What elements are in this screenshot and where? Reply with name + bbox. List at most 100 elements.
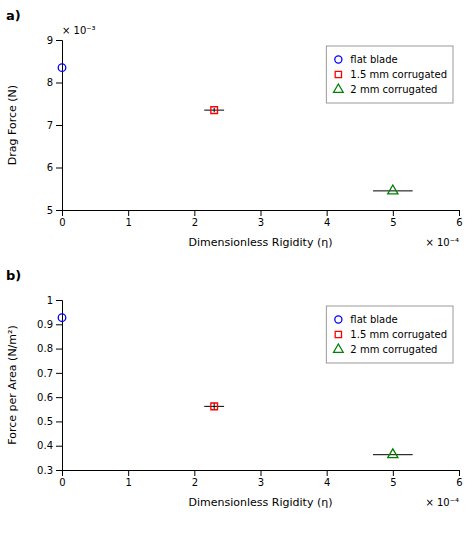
x-error-bar [373, 454, 413, 455]
tick-label: 0.8 [37, 343, 53, 354]
tick-mark [128, 470, 129, 476]
tick-mark [459, 210, 460, 216]
tick-mark [327, 210, 328, 216]
point [388, 449, 398, 458]
point [58, 314, 66, 322]
tick: 5 [390, 210, 396, 228]
tick-label: 0.3 [37, 465, 53, 476]
axis-line [63, 471, 460, 477]
tick: 6 [47, 162, 62, 173]
tick-label: 8 [47, 77, 53, 88]
tick-mark [56, 446, 62, 447]
panel-title: a) [6, 8, 21, 23]
tick: 6 [456, 210, 462, 228]
series [204, 403, 224, 410]
y-axis-title: Force per Area (N/m²) [6, 325, 19, 444]
point [388, 185, 398, 194]
series [58, 314, 66, 322]
legend: flat blade1.5 mm corrugated2 mm corrugat… [326, 46, 453, 103]
tick-label: 0.5 [37, 416, 53, 427]
tick-label: 1 [125, 217, 131, 228]
legend-label: 1.5 mm corrugated [350, 69, 447, 80]
legend-label: 2 mm corrugated [350, 344, 437, 355]
scale-annotation: × 10⁻⁴ [425, 237, 459, 248]
tick-mark [56, 421, 62, 422]
tick-label: 0.7 [37, 368, 53, 379]
tick-label: 3 [258, 217, 264, 228]
tick-mark [194, 210, 195, 216]
scale-annotation: × 10⁻⁴ [425, 497, 459, 508]
tick-mark [459, 470, 460, 476]
tick-mark [128, 210, 129, 216]
legend-box [326, 306, 453, 363]
x-axis: 0123456 [59, 470, 462, 488]
tick: 0.6 [37, 392, 62, 403]
tick: 7 [47, 120, 62, 131]
tick-label: 3 [258, 477, 264, 488]
tick-mark [194, 470, 195, 476]
chart-canvas: 0 1 2 3 4 5 6 5 6 7 8 9 Dimensionless Rigidity (η) Dr… [0, 0, 474, 538]
tick-mark [56, 210, 62, 211]
tick-label: 6 [456, 477, 462, 488]
tick: 0.8 [37, 343, 62, 354]
series [58, 64, 66, 72]
legend: flat blade1.5 mm corrugated2 mm corrugat… [326, 306, 453, 363]
tick-mark [261, 210, 262, 216]
tick: 2 [192, 470, 198, 488]
legend-symbol [334, 344, 344, 352]
legend-symbol [335, 71, 341, 77]
tick-mark [261, 470, 262, 476]
tick-mark [393, 210, 394, 216]
tick-label: 5 [390, 477, 396, 488]
point [211, 107, 218, 114]
point [58, 64, 66, 72]
tick: 4 [324, 210, 330, 228]
tick-mark [56, 168, 62, 169]
tick: 0.4 [37, 440, 62, 451]
tick-mark [327, 470, 328, 476]
tick-label: 2 [192, 217, 198, 228]
y-axis-title: Drag Force (N) [6, 85, 19, 165]
tick: 3 [258, 210, 264, 228]
tick: 9 [47, 35, 62, 46]
tick: 8 [47, 77, 62, 88]
tick-mark [56, 397, 62, 398]
series [204, 107, 224, 114]
tick-mark [56, 349, 62, 350]
tick: 1 [125, 210, 131, 228]
tick: 0.5 [37, 416, 62, 427]
y-error-bar [214, 108, 215, 112]
tick: 2 [192, 210, 198, 228]
x-axis-title: Dimensionless Rigidity (η) [189, 236, 333, 249]
tick: 5 [390, 470, 396, 488]
x-axis-title: Dimensionless Rigidity (η) [189, 496, 333, 509]
tick-mark [56, 125, 62, 126]
y-error-bar [214, 403, 215, 410]
axis-line [56, 41, 63, 211]
point [211, 403, 218, 410]
tick-mark [393, 470, 394, 476]
legend-symbol [334, 84, 344, 92]
tick-label: 0.9 [37, 319, 53, 330]
legend-symbol [335, 316, 342, 323]
tick: 0.9 [37, 319, 62, 330]
panel: 01234560.30.40.50.60.70.80.91Dimensionle… [6, 295, 463, 509]
tick-label: 9 [47, 35, 53, 46]
tick: 3 [258, 470, 264, 488]
axis-line [56, 301, 63, 471]
tick: 6 [456, 470, 462, 488]
tick-mark [56, 373, 62, 374]
legend-label: flat blade [350, 314, 397, 325]
legend-box [326, 46, 453, 103]
tick-label: 0.4 [37, 440, 53, 451]
tick: 1 [47, 295, 62, 306]
tick-mark [56, 40, 62, 41]
tick-label: 0.6 [37, 392, 53, 403]
axis-line [63, 211, 460, 217]
tick-label: 4 [324, 217, 330, 228]
tick-label: 5 [47, 205, 53, 216]
tick: 0 [59, 470, 65, 488]
tick-label: 5 [390, 217, 396, 228]
tick-mark [56, 324, 62, 325]
x-axis: 0123456 [59, 210, 462, 228]
